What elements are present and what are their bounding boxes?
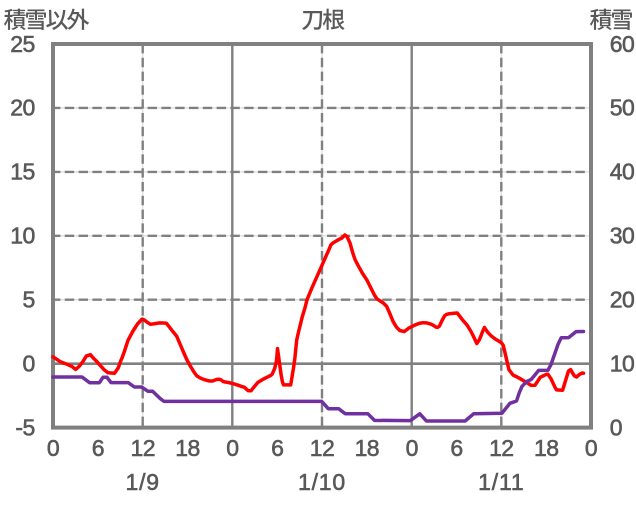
svg-text:0: 0 — [610, 414, 622, 440]
svg-text:12: 12 — [310, 435, 334, 461]
svg-text:20: 20 — [10, 95, 34, 121]
svg-text:12: 12 — [489, 435, 513, 461]
svg-text:0: 0 — [22, 351, 34, 377]
svg-text:25: 25 — [10, 31, 34, 57]
svg-text:20: 20 — [610, 287, 634, 313]
svg-text:0: 0 — [226, 435, 238, 461]
svg-text:6: 6 — [271, 435, 283, 461]
svg-text:10: 10 — [10, 223, 34, 249]
svg-text:0: 0 — [585, 435, 597, 461]
svg-text:18: 18 — [534, 435, 558, 461]
svg-text:18: 18 — [355, 435, 379, 461]
svg-text:1/11: 1/11 — [478, 469, 524, 495]
svg-text:40: 40 — [610, 159, 634, 185]
svg-text:-5: -5 — [15, 414, 34, 440]
svg-text:30: 30 — [610, 223, 634, 249]
svg-text:50: 50 — [610, 95, 634, 121]
svg-text:6: 6 — [92, 435, 104, 461]
svg-text:12: 12 — [131, 435, 155, 461]
svg-text:15: 15 — [10, 159, 34, 185]
svg-text:0: 0 — [47, 435, 59, 461]
svg-text:1/10: 1/10 — [298, 469, 346, 495]
svg-text:1/9: 1/9 — [126, 469, 160, 495]
svg-text:5: 5 — [22, 287, 34, 313]
svg-text:10: 10 — [610, 351, 634, 377]
svg-text:60: 60 — [610, 31, 634, 57]
svg-text:6: 6 — [450, 435, 462, 461]
svg-text:18: 18 — [175, 435, 199, 461]
svg-text:0: 0 — [406, 435, 418, 461]
